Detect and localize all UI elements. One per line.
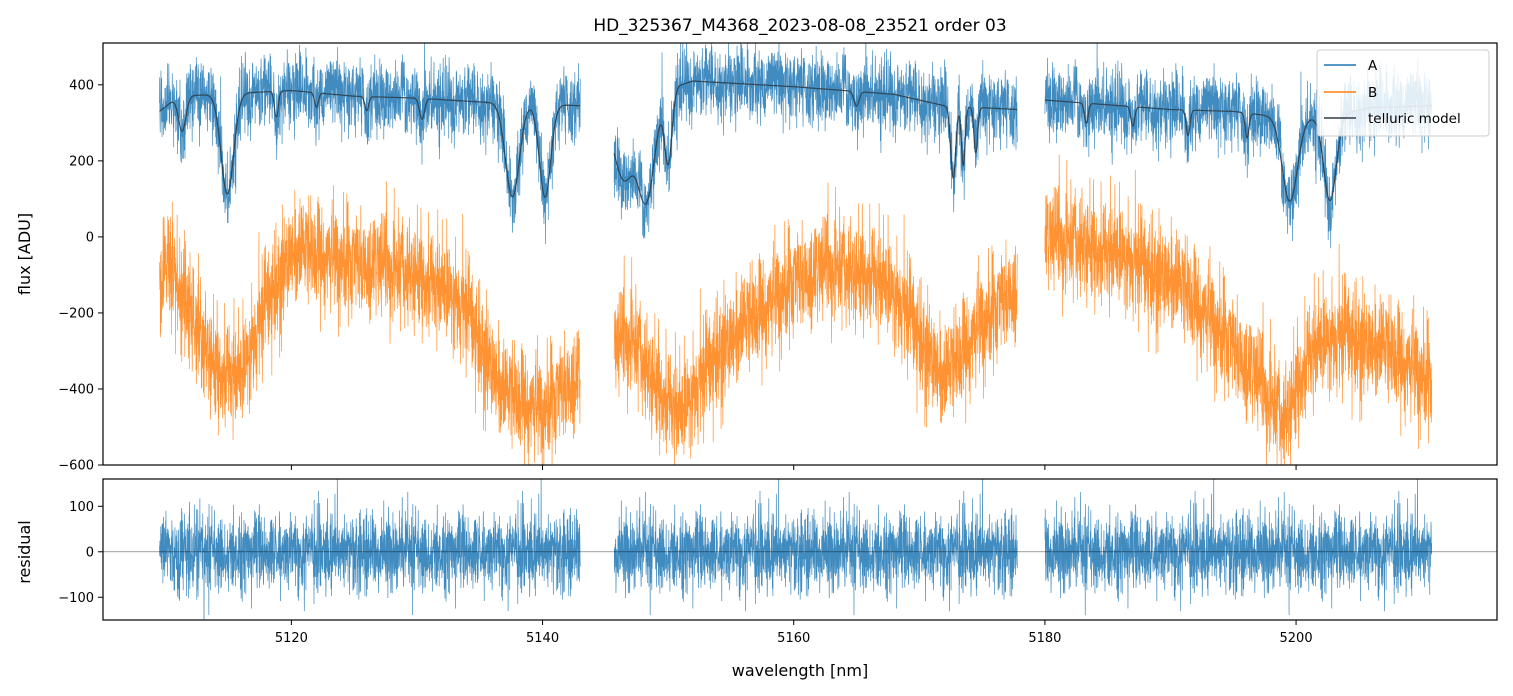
legend-label-b: B — [1368, 85, 1377, 101]
series-b-line-segment-1 — [159, 181, 581, 465]
flux-ytick-label--200: −200 — [58, 306, 94, 321]
legend: A B telluric model — [1316, 49, 1490, 137]
x-axis-label: wavelength [nm] — [732, 661, 869, 680]
residual-ytick-label-0: 0 — [86, 545, 94, 560]
flux-panel: −600 −400 −200 0 200 400 flux [ADU] A B tellu… — [15, 42, 1498, 474]
flux-panel-frame — [102, 42, 1498, 466]
xtick-label-5140: 5140 — [526, 631, 559, 646]
telluric-model-line-segment-1 — [159, 89, 581, 198]
xtick-label-5180: 5180 — [1028, 631, 1061, 646]
chart-title: HD_325367_M4368_2023-08-08_23521 order 0… — [593, 16, 1006, 36]
residual-line-segment-1 — [159, 479, 581, 620]
flux-ytick-label--400: −400 — [58, 382, 94, 397]
legend-label-telluric-model: telluric model — [1368, 111, 1461, 127]
series-b-line-segment-2 — [613, 182, 1018, 465]
xtick-label-5160: 5160 — [777, 631, 810, 646]
legend-box — [1316, 49, 1490, 137]
flux-y-axis-label: flux [ADU] — [15, 213, 34, 295]
residual-panel: −100 0 100 5120 5140 5160 5180 5200 residual w… — [15, 478, 1498, 680]
residual-panel-frame — [102, 478, 1498, 621]
residual-y-axis-label: residual — [15, 520, 34, 583]
xtick-label-5200: 5200 — [1280, 631, 1313, 646]
residual-line-segment-3 — [1044, 479, 1433, 616]
flux-ytick-label--600: −600 — [58, 459, 94, 474]
xtick-label-5120: 5120 — [275, 631, 308, 646]
legend-label-a: A — [1368, 58, 1378, 74]
series-b-line-segment-3 — [1044, 154, 1433, 465]
flux-ytick-label-0: 0 — [86, 230, 94, 245]
residual-ytick-label-100: 100 — [69, 500, 94, 515]
telluric-model-line-segment-2 — [613, 80, 1018, 205]
residual-ytick-label--100: −100 — [58, 591, 94, 606]
flux-ytick-label-400: 400 — [69, 78, 94, 93]
flux-ytick-label-200: 200 — [69, 154, 94, 169]
